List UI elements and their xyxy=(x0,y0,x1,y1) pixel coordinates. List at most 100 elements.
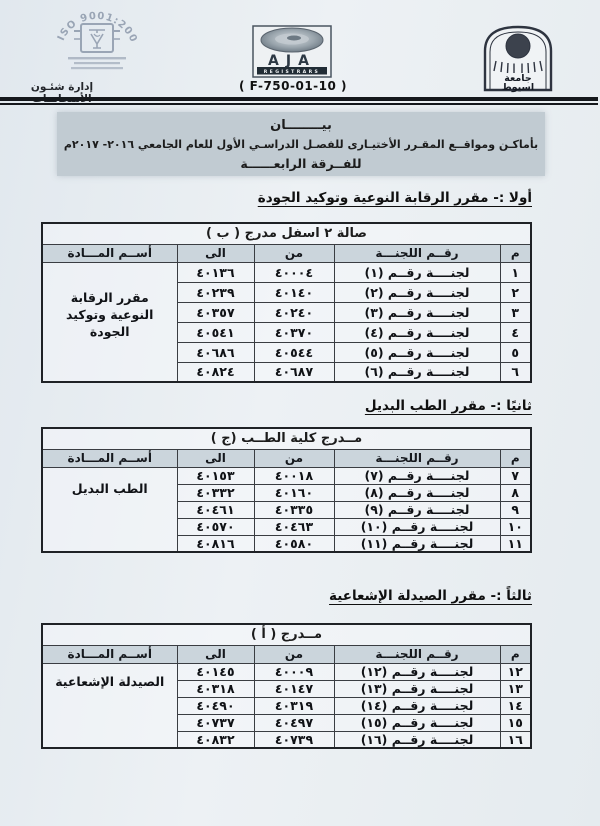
univ-name-line1: جامعة xyxy=(504,73,531,84)
to-cell: ٤٠٨٢٤ xyxy=(176,361,255,383)
col-header-to: الى xyxy=(176,644,255,664)
committee-cell: لجنــــة رقــم (١٠) xyxy=(333,517,501,536)
exam-location: صالة ٢ اسفل مدرج ( ب ) xyxy=(41,222,532,245)
from-cell: ٤٠٥٨٠ xyxy=(253,534,335,553)
table-row: ١١ لجنــــة رقــم (١١) ٤٠٥٨٠ ٤٠٨١٦ xyxy=(42,534,532,553)
serial-cell: ١١ xyxy=(499,534,532,553)
from-cell: ٤٠٥٤٤ xyxy=(253,341,335,363)
committee-cell: لجنــــة رقــم (١٦) xyxy=(333,730,501,749)
from-cell: ٤٠٢٤٠ xyxy=(253,301,335,323)
col-header-from: من xyxy=(253,448,335,468)
table-row: ١٥ لجنــــة رقــم (١٥) ٤٠٤٩٧ ٤٠٧٣٧ xyxy=(42,713,532,732)
exam-table-alternative-medicine: مــدرج كلية الطــب (ج ) م رقــم اللجنـــ… xyxy=(40,427,532,553)
to-cell: ٤٠٨١٦ xyxy=(176,534,255,553)
aja-registrars-logo-icon: AJA REGISTRARS xyxy=(252,25,332,78)
from-cell: ٤٠٣١٩ xyxy=(253,696,335,715)
committee-cell: لجنــــة رقــم (٢) xyxy=(333,281,501,303)
table-row: ٣ لجنــــة رقــم (٣) ٤٠٢٤٠ ٤٠٣٥٧ xyxy=(42,301,532,323)
table-row: ٦ لجنــــة رقــم (٦) ٤٠٦٨٧ ٤٠٨٢٤ xyxy=(42,361,532,383)
serial-cell: ١٥ xyxy=(499,713,532,732)
to-cell: ٤٠١٤٥ xyxy=(176,662,255,681)
committee-cell: لجنــــة رقــم (٧) xyxy=(333,466,501,485)
from-cell: ٤٠٠٠٩ xyxy=(253,662,335,681)
exam-table-quality-control: صالة ٢ اسفل مدرج ( ب ) م رقــم اللجنـــة… xyxy=(40,222,532,383)
serial-cell: ١٠ xyxy=(499,517,532,536)
committee-cell: لجنــــة رقــم (٥) xyxy=(333,341,501,363)
to-cell: ٤٠٣١٨ xyxy=(176,679,255,698)
from-cell: ٤٠٤٦٣ xyxy=(253,517,335,536)
serial-cell: ٨ xyxy=(499,483,532,502)
univ-name-line2: اسيوط xyxy=(502,82,534,93)
serial-cell: ٥ xyxy=(499,341,532,363)
col-header-committee: رقــم اللجنـــة xyxy=(333,243,501,263)
notice-description: بأماكـن ومواقــع المقـرر الأختيـارى للفص… xyxy=(63,138,539,151)
table-row: ١ لجنــــة رقــم (١) ٤٠٠٠٤ ٤٠١٣٦ مقرر ال… xyxy=(41,261,532,383)
exam-location: مــدرج ( أ ) xyxy=(41,623,532,646)
serial-cell: ١ xyxy=(499,261,532,283)
committee-cell: لجنــــة رقــم (١٢) xyxy=(333,662,501,681)
aja-letters: AJA xyxy=(268,53,316,69)
section-heading: أولا :- مقرر الرقابة النوعية وتوكيد الجو… xyxy=(257,190,532,206)
committee-cell: لجنــــة رقــم (٦) xyxy=(333,361,501,383)
col-header-committee: رقــم اللجنـــة xyxy=(333,448,501,468)
col-header-to: الى xyxy=(176,243,255,263)
from-cell: ٤٠٦٨٧ xyxy=(253,361,335,383)
to-cell: ٤٠٦٨٦ xyxy=(176,341,255,363)
table-row: ١٦ لجنــــة رقــم (١٦) ٤٠٧٣٩ ٤٠٨٣٢ xyxy=(42,730,532,749)
col-header-subject: أســم المـــادة xyxy=(41,243,178,263)
col-header-subject: أســم المـــادة xyxy=(41,644,178,664)
from-cell: ٤٠٤٩٧ xyxy=(253,713,335,732)
from-cell: ٤٠٠٠٤ xyxy=(253,261,335,283)
col-header-serial: م xyxy=(499,644,532,664)
from-cell: ٤٠١٤٠ xyxy=(253,281,335,303)
assiut-university-logo-icon: جامعة اسيوط xyxy=(483,25,553,93)
table-row: ٤ لجنــــة رقــم (٤) ٤٠٣٧٠ ٤٠٥٤١ xyxy=(42,321,532,343)
to-cell: ٤٠٤٩٠ xyxy=(176,696,255,715)
notice-year-group: للفــرقة الرابعــــــة xyxy=(240,156,362,171)
form-number: ( F-750-01-10 ) xyxy=(238,79,348,93)
aja-band-text: REGISTRARS xyxy=(264,69,321,75)
col-header-from: من xyxy=(253,644,335,664)
committee-cell: لجنــــة رقــم (٤) xyxy=(333,321,501,343)
subject-cell: الطب البديل xyxy=(41,466,178,553)
to-cell: ٤٠٢٣٩ xyxy=(176,281,255,303)
section-heading: ثانيًا :- مقرر الطب البديل xyxy=(364,398,532,414)
to-cell: ٤٠١٥٣ xyxy=(176,466,255,485)
serial-cell: ٣ xyxy=(499,301,532,323)
col-header-serial: م xyxy=(499,243,532,263)
col-header-to: الى xyxy=(176,448,255,468)
committee-cell: لجنــــة رقــم (١) xyxy=(333,261,501,283)
committee-cell: لجنــــة رقــم (٣) xyxy=(333,301,501,323)
serial-cell: ١٣ xyxy=(499,679,532,698)
to-cell: ٤٠٥٤١ xyxy=(176,321,255,343)
section-radiopharmacy: ثالثاً :- مقرر الصيدلة الإشعاعية مــدرج … xyxy=(40,588,532,749)
to-cell: ٤٠٥٧٠ xyxy=(176,517,255,536)
iso-certification-stamp-icon: ISO 9001:2008 xyxy=(50,3,138,70)
committee-cell: لجنــــة رقــم (١٣) xyxy=(333,679,501,698)
header-divider-rule xyxy=(0,97,598,105)
serial-cell: ١٤ xyxy=(499,696,532,715)
serial-cell: ٧ xyxy=(499,466,532,485)
from-cell: ٤٠١٤٧ xyxy=(253,679,335,698)
from-cell: ٤٠٧٣٩ xyxy=(253,730,335,749)
to-cell: ٤٠١٣٦ xyxy=(176,261,255,283)
serial-cell: ١٢ xyxy=(499,662,532,681)
col-header-from: من xyxy=(253,243,335,263)
table-row: ١٢ لجنــــة رقــم (١٢) ٤٠٠٠٩ ٤٠١٤٥ الصيد… xyxy=(41,662,532,749)
serial-cell: ٢ xyxy=(499,281,532,303)
to-cell: ٤٠٣٣٢ xyxy=(176,483,255,502)
col-header-subject: أســم المـــادة xyxy=(41,448,178,468)
table-row: ١٠ لجنــــة رقــم (١٠) ٤٠٤٦٣ ٤٠٥٧٠ xyxy=(42,517,532,536)
from-cell: ٤٠٠١٨ xyxy=(253,466,335,485)
table-row: ١٤ لجنــــة رقــم (١٤) ٤٠٣١٩ ٤٠٤٩٠ xyxy=(42,696,532,715)
section-quality-control: أولا :- مقرر الرقابة النوعية وتوكيد الجو… xyxy=(40,190,532,383)
notice-title-block: بيــــــــان بأماكـن ومواقــع المقـرر ال… xyxy=(57,112,545,176)
section-heading: ثالثاً :- مقرر الصيدلة الإشعاعية xyxy=(329,588,532,604)
exam-location: مــدرج كلية الطــب (ج ) xyxy=(41,427,532,450)
committee-cell: لجنــــة رقــم (٩) xyxy=(333,500,501,519)
subject-cell: مقرر الرقابة النوعية وتوكيد الجودة xyxy=(41,261,178,383)
to-cell: ٤٠٨٣٢ xyxy=(176,730,255,749)
from-cell: ٤٠٣٣٥ xyxy=(253,500,335,519)
subject-cell: الصيدلة الإشعاعية xyxy=(41,662,178,749)
table-row: ٧ لجنــــة رقــم (٧) ٤٠٠١٨ ٤٠١٥٣ الطب ال… xyxy=(41,466,532,553)
